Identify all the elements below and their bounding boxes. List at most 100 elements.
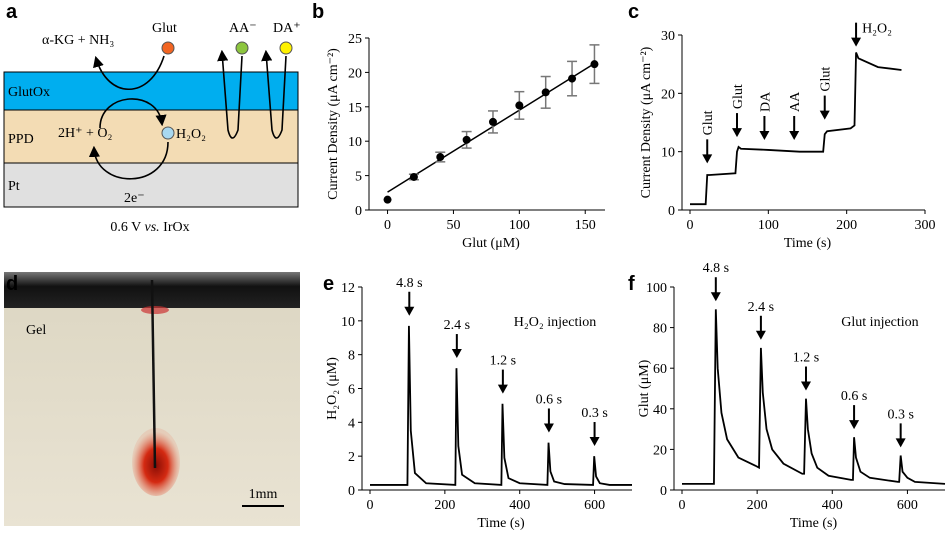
h2o2-label: H₂O₂ [176,127,206,142]
note: H₂O₂ injection [514,315,596,330]
x-tick-label: 0 [384,218,391,233]
arrow [217,49,243,139]
x-tick-label: 200 [747,498,768,513]
gel-label: Gel [26,323,46,338]
arrow-head [702,154,713,164]
x-tick-label: 400 [822,498,843,513]
y-tick-label: 0 [355,204,362,219]
arrow-head [710,292,721,302]
arrow-head [543,423,554,433]
y-tick-label: 0 [348,484,355,499]
x-tick-label: 0 [687,218,694,233]
x-tick-label: 0 [367,498,374,513]
trace [682,309,946,485]
arrow-head [851,37,862,47]
panel-letter: b [312,1,324,23]
point [383,195,392,204]
point [541,88,550,97]
x-axis-label: Time (s) [477,516,525,531]
y-tick-label: 0 [668,204,675,219]
layer-label: PPD [8,132,34,147]
potential-part: vs. [145,220,160,235]
products: α-KG + NH₃ [42,33,114,48]
y-tick-label: 2 [348,450,355,465]
trace [690,52,902,206]
y-tick-label: 8 [348,349,355,364]
arrow [261,49,287,139]
x-tick-label: 400 [509,498,530,513]
note: Glut injection [841,315,918,330]
diagram: a GlutOx PPD Pt α-KG + NH₃ Glut AA⁻ DA⁺ … [3,1,301,235]
y-tick-label: 20 [348,66,362,81]
x-tick-label: 200 [434,498,455,513]
trace [370,325,632,486]
point [590,60,599,69]
annotation: H₂O₂ [862,22,892,37]
arrow [88,141,169,180]
annotation: 4.8 s [703,261,729,276]
point [568,74,577,83]
y-axis-label: Glut (μM) [637,359,652,417]
layer [3,109,299,164]
aa-molecule [235,41,249,55]
annotation: 2.4 s [748,300,774,315]
potential: 0.6 V vs. IrOx [110,220,189,235]
annotation: AA [788,91,803,112]
panel-letter: d [6,273,18,295]
x-tick-label: 300 [915,218,936,233]
y-tick-label: 10 [341,315,355,330]
arrow-head [759,131,770,140]
glut-molecule [161,41,175,55]
y-tick-label: 5 [355,170,362,185]
x-tick-label: 150 [575,218,596,233]
arrow-head [895,438,906,448]
h2o2-molecule [161,126,175,140]
x-tick-label: 200 [836,218,857,233]
x-tick-label: 100 [758,218,779,233]
panel-letter: e [323,273,334,295]
y-axis-label: H₂O₂ (μM) [325,357,340,420]
arrow [99,98,167,129]
y-tick-label: 10 [661,146,675,161]
photo: d Gel 1mm [4,272,300,526]
y-tick-label: 40 [653,403,667,418]
wire [150,279,157,469]
y-tick-label: 6 [348,383,355,398]
scale-label: 1mm [249,487,278,502]
point [488,117,497,126]
da-molecule [279,41,293,55]
layer-label: GlutOx [8,85,50,100]
arrow-head [497,384,508,394]
x-axis-label: Time (s) [790,516,838,531]
da-label: DA⁺ [273,21,301,36]
x-axis-label: Time (s) [784,236,832,251]
arrow-head [789,131,800,140]
aa-label: AA⁻ [229,21,257,36]
x-tick-label: 0 [679,498,686,513]
annotation: 1.2 s [793,351,819,366]
y-tick-label: 80 [653,322,667,337]
x-axis-label: Glut (μM) [462,236,520,251]
y-axis-label: Current Density (μA cm⁻²) [326,48,341,200]
y-tick-label: 60 [653,362,667,377]
point [462,135,471,144]
point [436,153,445,162]
y-tick-label: 0 [660,484,667,499]
x-tick-label: 600 [897,498,918,513]
y-tick-label: 25 [348,32,362,47]
arrow-head [451,349,462,359]
arrow-head [755,330,766,340]
y-tick-label: 15 [348,101,362,116]
reactants: 2H⁺ + O₂ [58,126,113,141]
panel-letter: c [628,1,639,23]
point [515,101,524,110]
annotation: DA [758,91,773,112]
annotation: 0.6 s [841,389,867,404]
potential-part: IrOx [160,220,190,235]
y-tick-label: 30 [661,29,675,44]
y-tick-label: 4 [348,416,355,431]
annotation: 1.2 s [490,354,516,369]
panel-letter: f [628,273,635,295]
arrow-head [849,420,860,430]
